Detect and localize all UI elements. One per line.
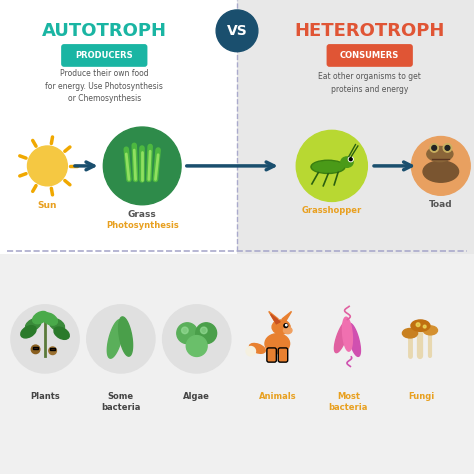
Ellipse shape: [423, 161, 459, 182]
Ellipse shape: [54, 327, 69, 339]
Ellipse shape: [21, 326, 36, 338]
Ellipse shape: [341, 157, 353, 167]
Circle shape: [296, 130, 367, 201]
Text: CONSUMERS: CONSUMERS: [340, 51, 399, 60]
Text: Most
bacteria: Most bacteria: [328, 392, 368, 412]
FancyBboxPatch shape: [278, 348, 288, 362]
Circle shape: [163, 305, 231, 373]
Polygon shape: [118, 317, 133, 356]
Ellipse shape: [265, 334, 290, 354]
Circle shape: [430, 144, 438, 152]
Circle shape: [284, 324, 288, 328]
Ellipse shape: [26, 319, 41, 331]
Circle shape: [416, 323, 420, 327]
Text: Algae: Algae: [183, 392, 210, 401]
Ellipse shape: [283, 327, 292, 334]
Circle shape: [348, 157, 353, 162]
Circle shape: [11, 305, 79, 373]
Circle shape: [27, 146, 67, 186]
Ellipse shape: [411, 320, 430, 331]
Text: Grass: Grass: [128, 210, 156, 219]
FancyBboxPatch shape: [51, 348, 55, 350]
Polygon shape: [282, 311, 292, 321]
Circle shape: [443, 144, 452, 152]
FancyBboxPatch shape: [327, 44, 413, 67]
Text: Photosynthesis: Photosynthesis: [106, 221, 179, 230]
Text: Grasshopper: Grasshopper: [301, 206, 362, 215]
Ellipse shape: [402, 328, 418, 338]
Text: Eat other organisms to get
proteins and energy: Eat other organisms to get proteins and …: [318, 72, 421, 94]
Circle shape: [411, 137, 470, 195]
Ellipse shape: [33, 311, 48, 324]
Circle shape: [177, 323, 198, 344]
Circle shape: [349, 158, 352, 161]
Text: VS: VS: [227, 24, 247, 38]
Circle shape: [445, 146, 450, 150]
Ellipse shape: [272, 320, 290, 334]
Text: HETEROTROPH: HETEROTROPH: [294, 22, 445, 40]
FancyBboxPatch shape: [237, 0, 474, 474]
Circle shape: [196, 323, 217, 344]
Ellipse shape: [42, 313, 57, 325]
Circle shape: [285, 324, 287, 326]
Text: Animals: Animals: [258, 392, 296, 401]
Circle shape: [49, 347, 56, 355]
Ellipse shape: [311, 160, 345, 173]
Circle shape: [423, 325, 426, 328]
Circle shape: [87, 305, 155, 373]
Text: Produce their own food
for energy. Use Photosynthesis
or Chemosynthesis: Produce their own food for energy. Use P…: [46, 69, 163, 103]
Circle shape: [246, 346, 255, 356]
Polygon shape: [269, 311, 278, 321]
Ellipse shape: [427, 146, 453, 162]
Text: Sun: Sun: [37, 201, 57, 210]
Circle shape: [216, 10, 258, 52]
Circle shape: [31, 345, 40, 354]
Circle shape: [186, 336, 207, 356]
Text: AUTOTROPH: AUTOTROPH: [42, 22, 167, 40]
Text: Fungi: Fungi: [409, 392, 435, 401]
Ellipse shape: [423, 326, 438, 335]
Text: PRODUCERS: PRODUCERS: [75, 51, 133, 60]
FancyBboxPatch shape: [61, 44, 147, 67]
Circle shape: [103, 127, 181, 205]
FancyBboxPatch shape: [0, 254, 474, 474]
Polygon shape: [348, 323, 360, 356]
FancyBboxPatch shape: [33, 347, 38, 349]
Ellipse shape: [249, 344, 265, 353]
Ellipse shape: [313, 162, 343, 172]
FancyBboxPatch shape: [0, 0, 237, 474]
Circle shape: [201, 327, 207, 334]
Circle shape: [432, 146, 437, 150]
Polygon shape: [335, 320, 349, 353]
FancyBboxPatch shape: [267, 348, 276, 362]
Text: Plants: Plants: [30, 392, 60, 401]
Text: Some
bacteria: Some bacteria: [101, 392, 141, 412]
Ellipse shape: [49, 319, 64, 331]
Circle shape: [182, 327, 188, 334]
Polygon shape: [107, 319, 123, 358]
Text: Toad: Toad: [429, 200, 453, 209]
Polygon shape: [343, 317, 352, 351]
Polygon shape: [271, 314, 280, 324]
